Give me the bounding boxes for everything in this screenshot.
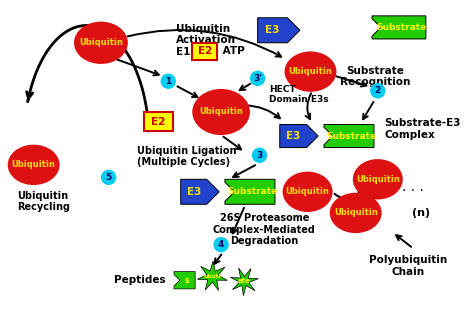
Polygon shape <box>230 268 258 296</box>
Text: Substrate: Substrate <box>376 23 426 32</box>
Text: Ubiquitin: Ubiquitin <box>12 160 55 169</box>
Text: Ubiquitin
Recycling: Ubiquitin Recycling <box>18 191 70 213</box>
Text: HECT
Domain E3s: HECT Domain E3s <box>269 85 329 104</box>
Text: Substrate-E3
Complex: Substrate-E3 Complex <box>384 119 461 140</box>
Text: Substrate: Substrate <box>326 131 376 141</box>
Polygon shape <box>197 261 228 290</box>
Polygon shape <box>174 272 195 289</box>
Polygon shape <box>324 124 374 148</box>
Polygon shape <box>181 179 219 204</box>
Ellipse shape <box>192 89 250 135</box>
Text: E2: E2 <box>198 47 212 57</box>
Ellipse shape <box>8 145 60 185</box>
Text: Ubiquitin: Ubiquitin <box>289 67 332 76</box>
Text: Substrate: Substrate <box>227 187 277 196</box>
Text: Ubiquitin: Ubiquitin <box>334 208 378 217</box>
Circle shape <box>250 71 265 86</box>
Text: (n): (n) <box>412 208 430 218</box>
Polygon shape <box>280 124 318 148</box>
Circle shape <box>370 83 385 99</box>
Ellipse shape <box>283 172 333 212</box>
Text: 26S Proteasome
Complex-Mediated
Degradation: 26S Proteasome Complex-Mediated Degradat… <box>213 213 316 246</box>
Text: 4: 4 <box>218 240 224 249</box>
FancyBboxPatch shape <box>144 112 173 131</box>
Text: 3: 3 <box>256 151 263 160</box>
Text: 3': 3' <box>253 74 262 83</box>
FancyBboxPatch shape <box>192 43 217 60</box>
Polygon shape <box>258 18 300 43</box>
Text: Ubiquitin: Ubiquitin <box>356 175 400 184</box>
Polygon shape <box>372 16 426 39</box>
Text: 2: 2 <box>374 86 381 95</box>
Text: Polyubiquitin
Chain: Polyubiquitin Chain <box>369 255 447 276</box>
Text: E3: E3 <box>265 25 280 35</box>
Text: Ubiquitin Ligation
(Multiple Cycles): Ubiquitin Ligation (Multiple Cycles) <box>137 146 237 167</box>
Ellipse shape <box>74 22 128 64</box>
Text: Ubiquitin: Ubiquitin <box>79 38 123 47</box>
Text: Ubiquitin
Activation
E1,: Ubiquitin Activation E1, <box>176 24 236 57</box>
Text: 1: 1 <box>165 77 172 86</box>
Text: ubstr: ubstr <box>203 274 222 279</box>
Circle shape <box>252 148 267 163</box>
Ellipse shape <box>330 193 382 233</box>
Text: ate: ate <box>238 278 251 284</box>
Circle shape <box>161 74 176 89</box>
Circle shape <box>101 170 116 185</box>
Text: Peptides: Peptides <box>114 275 165 285</box>
Text: , ATP: , ATP <box>215 47 245 57</box>
Text: · · ·: · · · <box>402 184 424 198</box>
Text: Substrate
Recognition: Substrate Recognition <box>340 66 410 88</box>
Polygon shape <box>225 179 275 204</box>
Circle shape <box>213 237 229 252</box>
Text: Ubiquitin: Ubiquitin <box>286 187 329 196</box>
Ellipse shape <box>284 51 337 92</box>
Text: E2: E2 <box>151 117 166 127</box>
Text: E3: E3 <box>286 131 301 141</box>
Text: s: s <box>184 276 189 285</box>
Text: Ubiquitin: Ubiquitin <box>199 108 243 117</box>
Text: E3: E3 <box>186 187 201 197</box>
Ellipse shape <box>353 159 403 200</box>
Text: 5: 5 <box>106 173 112 182</box>
